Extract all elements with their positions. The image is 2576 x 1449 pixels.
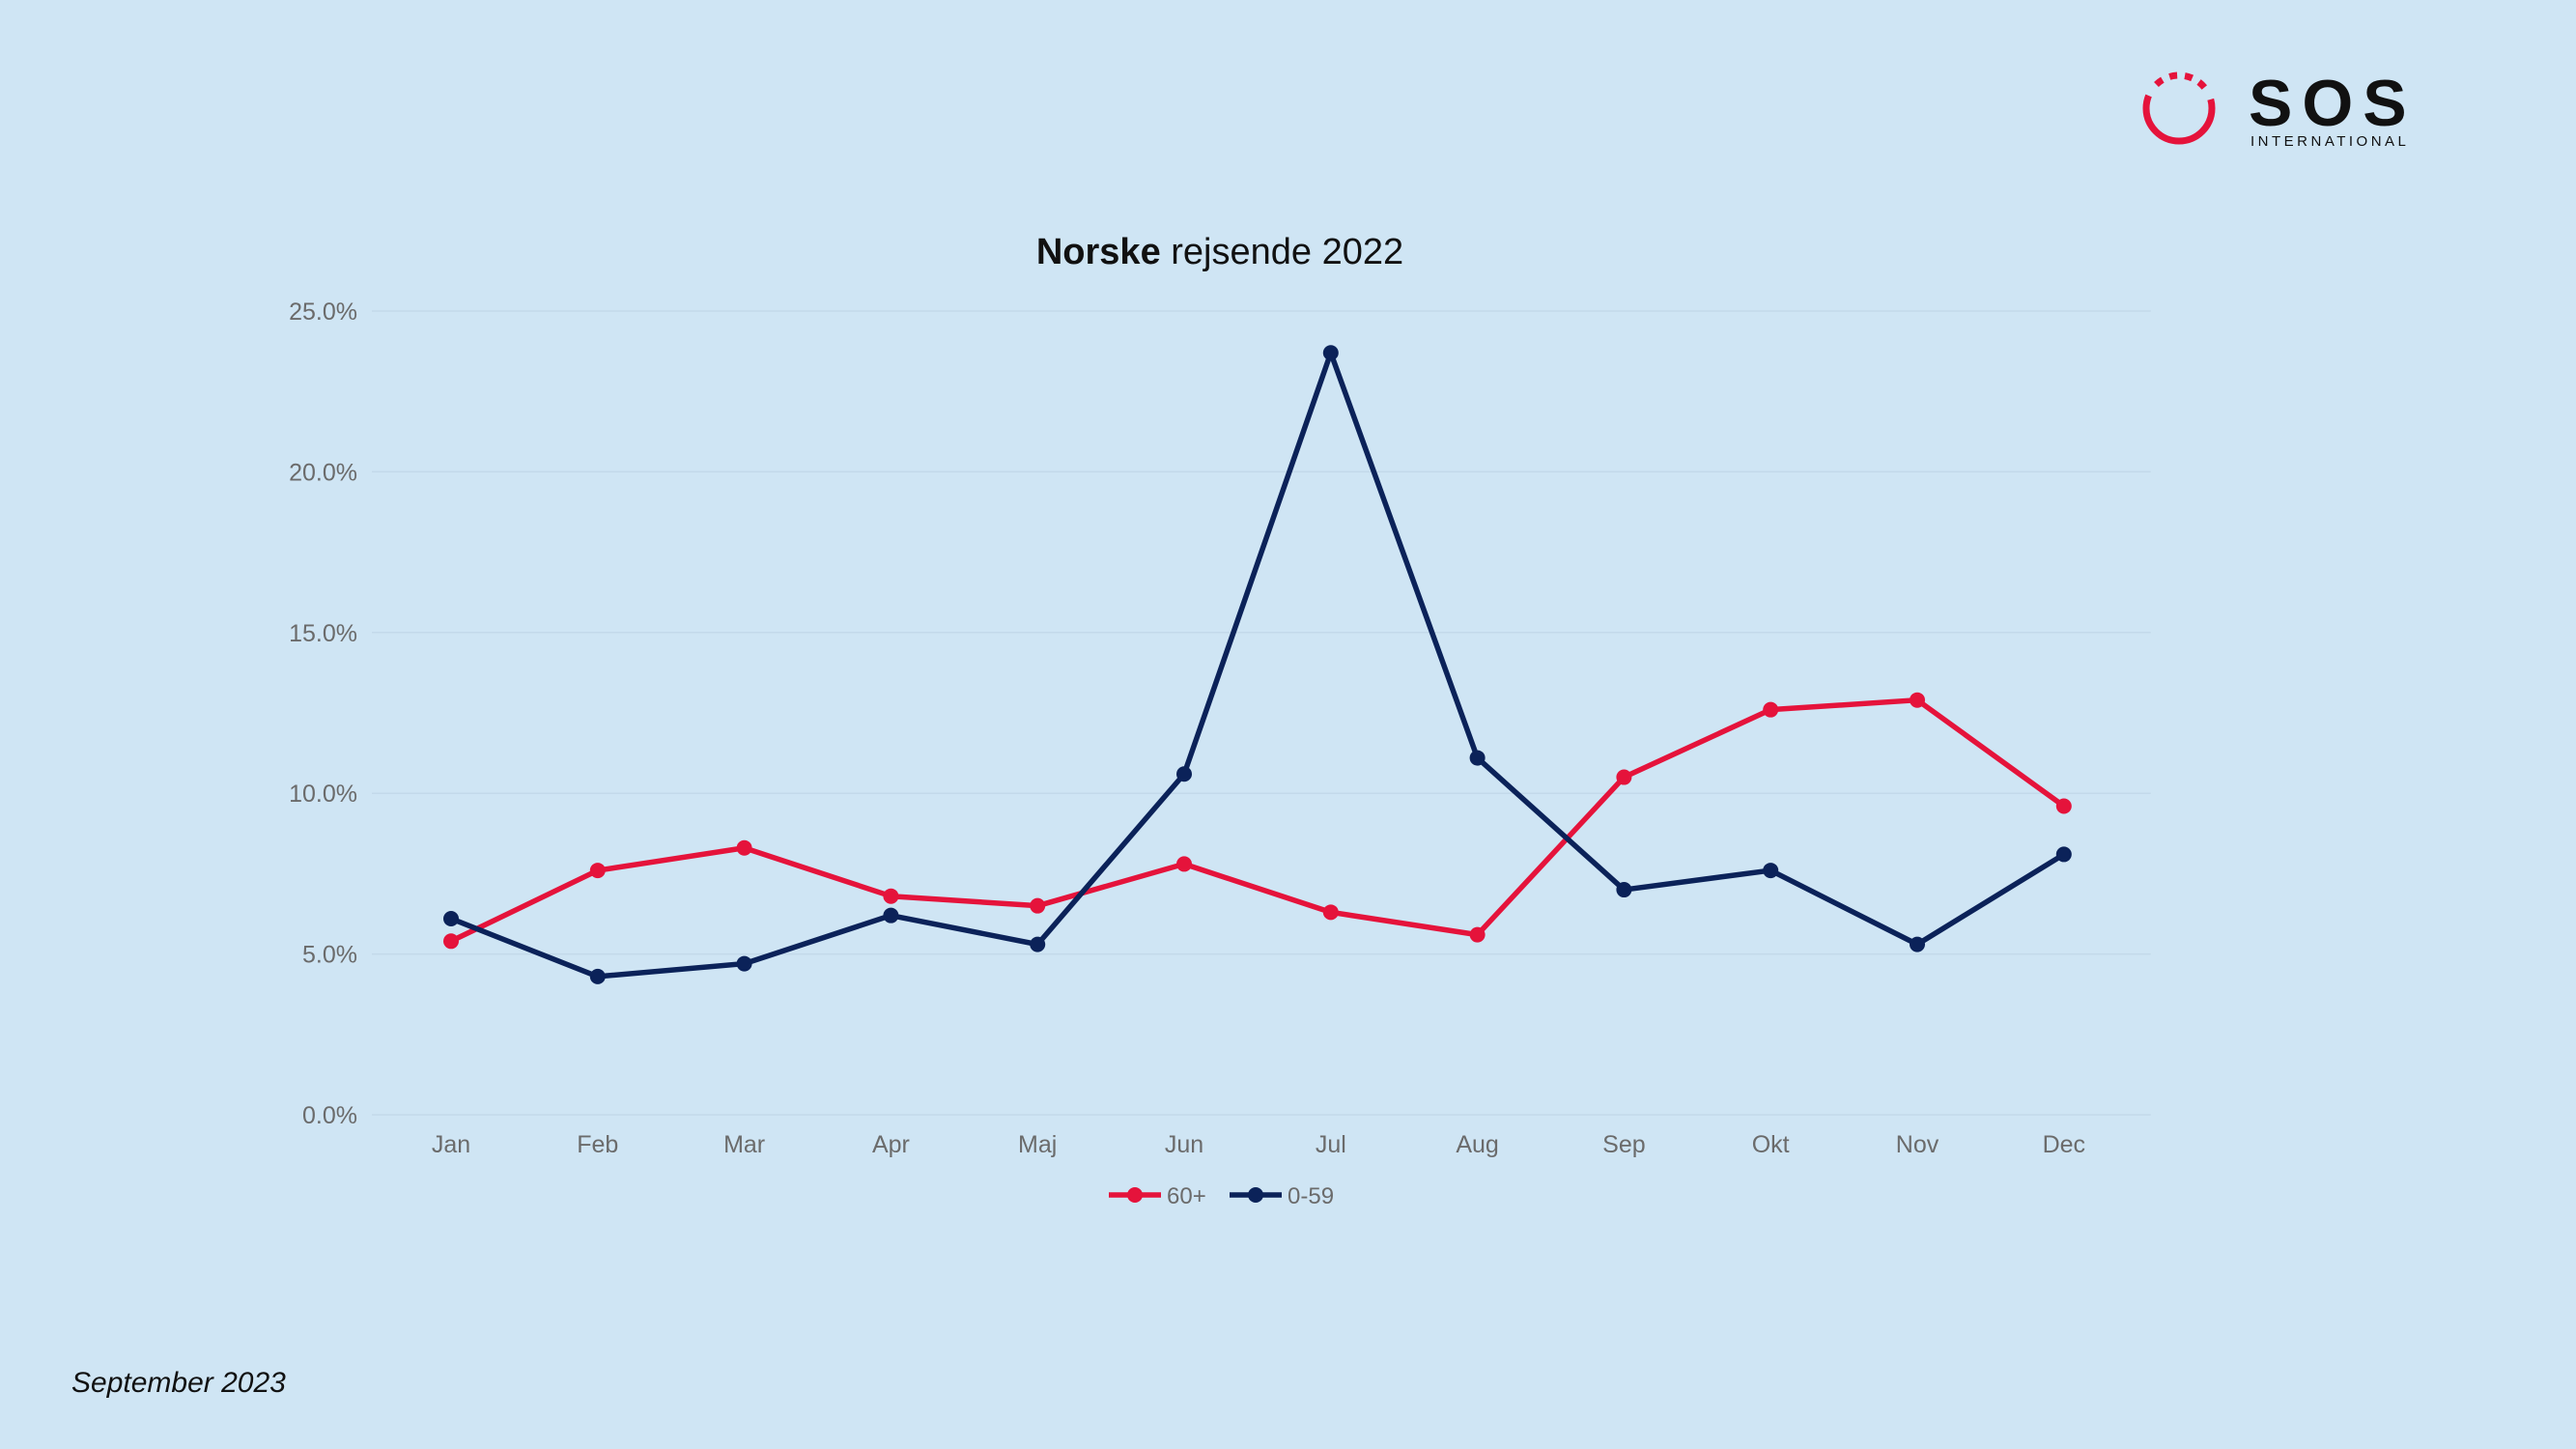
series-line-0-59 <box>448 350 2067 980</box>
chart-title: Norske rejsende 2022 <box>0 232 2440 273</box>
data-point <box>1763 863 1779 879</box>
legend-label: 60+ <box>1167 1183 1206 1209</box>
data-point <box>1322 345 1339 361</box>
y-tick-label: 20.0% <box>289 459 357 486</box>
y-tick-label: 5.0% <box>302 942 357 969</box>
data-point <box>1469 926 1486 943</box>
x-tick-label: Dec <box>2043 1131 2085 1158</box>
series-line-60plus <box>448 696 2067 945</box>
data-point <box>1910 936 1925 952</box>
data-point <box>1322 904 1339 921</box>
legend-swatch-marker <box>1248 1187 1263 1203</box>
x-tick-label: Feb <box>577 1131 618 1158</box>
x-tick-label: Aug <box>1456 1131 1498 1158</box>
y-tick-label: 15.0% <box>289 620 357 647</box>
x-tick-label: Jun <box>1165 1131 1203 1158</box>
data-point <box>1176 766 1192 782</box>
data-point <box>736 839 752 856</box>
chart-title-bold: Norske <box>1035 232 1161 272</box>
data-point <box>1030 936 1046 952</box>
x-tick-label: Sep <box>1602 1131 1645 1158</box>
chart-title-rest: rejsende 2022 <box>1171 232 1404 272</box>
data-point <box>883 888 899 904</box>
y-tick-label: 10.0% <box>289 781 357 808</box>
data-point <box>736 955 752 972</box>
data-point <box>1616 882 1632 898</box>
x-tick-label: Mar <box>723 1131 765 1158</box>
x-tick-label: Jul <box>1316 1131 1346 1158</box>
data-point <box>1763 701 1779 718</box>
data-point <box>1030 897 1046 914</box>
logo-wordmark: SOS <box>2249 67 2417 140</box>
data-point <box>1176 856 1192 872</box>
brand-logo: SOS INTERNATIONAL <box>2142 66 2451 158</box>
data-point <box>443 933 459 950</box>
y-tick-label: 0.0% <box>302 1102 357 1129</box>
legend-label: 0-59 <box>1288 1183 1334 1209</box>
logo-subtitle: INTERNATIONAL <box>2250 133 2409 150</box>
data-point <box>589 968 606 984</box>
x-tick-label: Apr <box>872 1131 910 1158</box>
y-tick-label: 25.0% <box>289 298 357 326</box>
footer-date: September 2023 <box>71 1367 286 1399</box>
sos-ring-icon <box>2142 71 2216 145</box>
x-tick-label: Jan <box>432 1131 470 1158</box>
x-tick-label: Okt <box>1752 1131 1790 1158</box>
data-point <box>2055 846 2072 863</box>
x-tick-label: Nov <box>1896 1131 1939 1158</box>
data-point <box>1910 692 1925 708</box>
data-point <box>1616 769 1632 785</box>
data-point <box>883 907 899 923</box>
data-point <box>1469 750 1486 766</box>
legend-swatch-marker <box>1127 1187 1143 1203</box>
data-point <box>589 863 606 879</box>
data-point <box>443 910 459 926</box>
x-tick-label: Maj <box>1018 1131 1057 1158</box>
data-point <box>2055 798 2072 814</box>
